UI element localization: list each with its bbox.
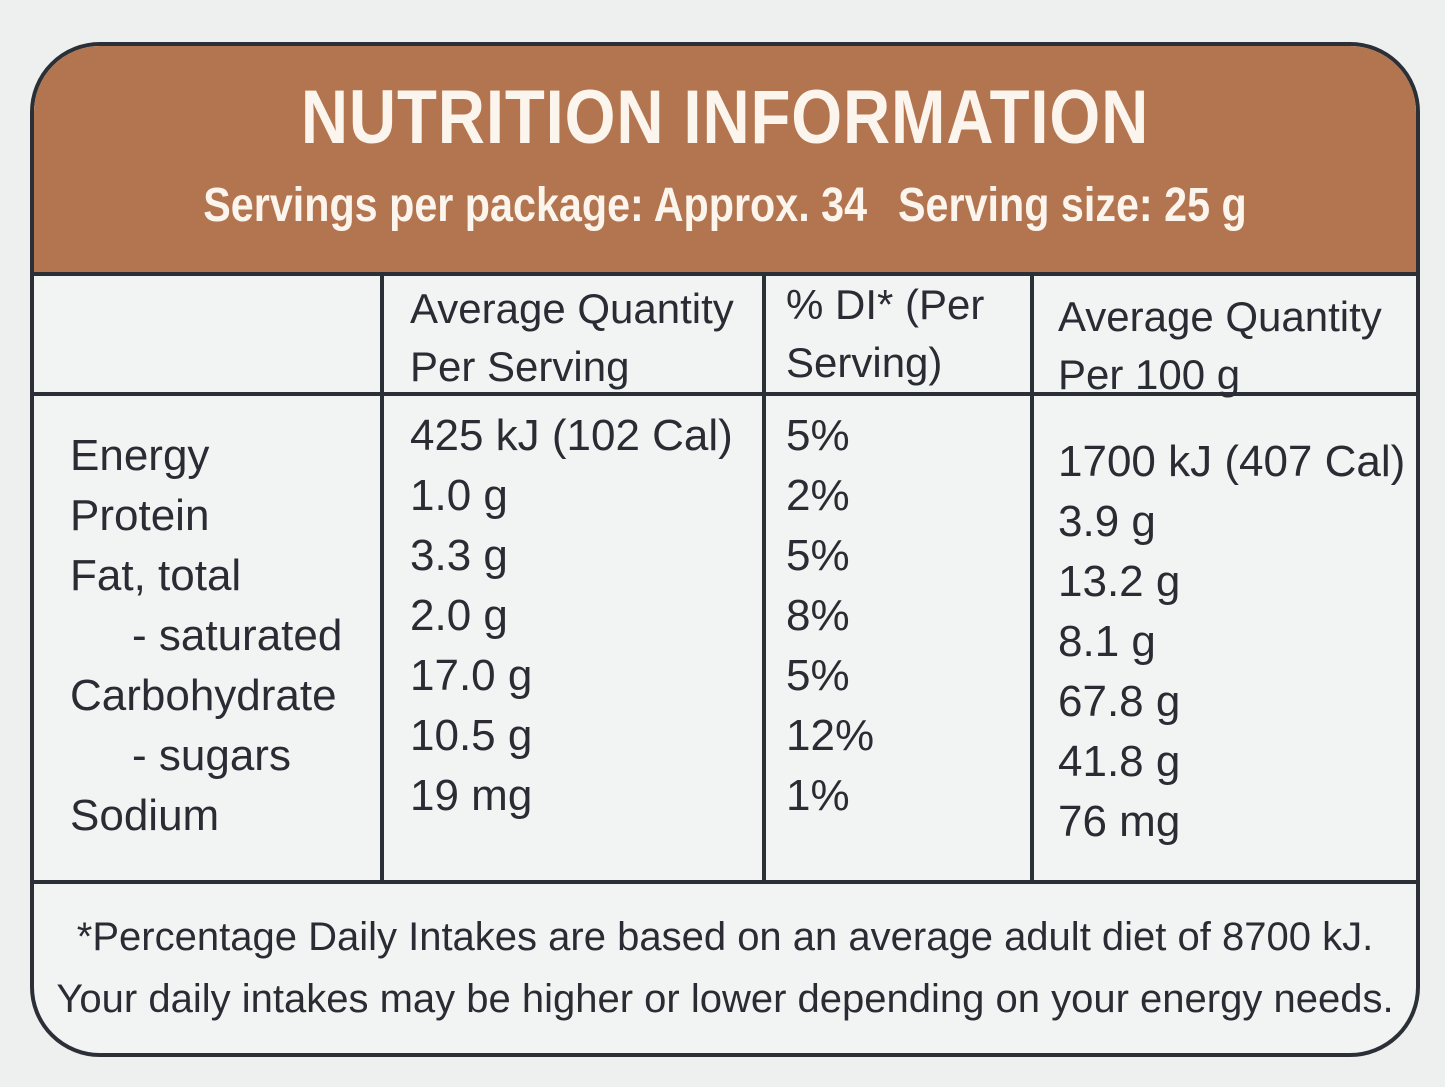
nutrient-carbohydrate: Carbohydrate: [70, 671, 337, 720]
daily-intake-value: 5%: [786, 411, 850, 460]
per-serving-value: 2.0 g: [410, 591, 508, 640]
daily-intake-value: 2%: [786, 471, 850, 520]
header-line: Average Quantity: [410, 285, 734, 332]
footnote-line: Your daily intakes may be higher or lowe…: [56, 977, 1394, 1021]
header-per-100g: Average Quantity Per 100 g: [1058, 288, 1382, 404]
per-serving-value: 3.3 g: [410, 531, 508, 580]
per-serving-value: 17.0 g: [410, 651, 533, 700]
header-line: Per 100 g: [1058, 351, 1241, 398]
footnote-line: *Percentage Daily Intakes are based on a…: [76, 915, 1374, 959]
per-serving-value: 1.0 g: [410, 471, 508, 520]
header-line: Serving): [786, 339, 943, 386]
daily-intake-value: 12%: [786, 711, 875, 760]
daily-intake-values: 5% 2% 5% 8% 5% 12% 1%: [786, 406, 874, 826]
header-divider: [34, 392, 1416, 396]
nutrient-names: Energy Protein Fat, total - saturated Ca…: [70, 426, 342, 846]
per-100g-value: 67.8 g: [1058, 677, 1181, 726]
serving-info: Servings per package: Approx. 34 Serving …: [131, 178, 1320, 233]
nutrient-sugars: - sugars: [132, 731, 291, 780]
header-daily-intake: % DI* (Per Serving): [786, 276, 984, 392]
per-serving-value: 425 kJ (102 Cal): [410, 411, 733, 460]
per-100g-value: 76 mg: [1058, 797, 1181, 846]
nutrient-energy: Energy: [70, 431, 210, 480]
per-100g-value: 41.8 g: [1058, 737, 1181, 786]
per-100g-values: 1700 kJ (407 Cal) 3.9 g 13.2 g 8.1 g 67.…: [1058, 432, 1405, 852]
nutrition-table: Average Quantity Per Serving % DI* (Per …: [34, 272, 1416, 884]
nutrient-fat-total: Fat, total: [70, 551, 242, 600]
nutrient-saturated: - saturated: [132, 611, 343, 660]
header-line: Average Quantity: [1058, 293, 1382, 340]
nutrient-protein: Protein: [70, 491, 210, 540]
daily-intake-value: 8%: [786, 591, 850, 640]
daily-intake-value: 1%: [786, 771, 850, 820]
column-divider: [1030, 276, 1034, 880]
servings-per-package: Servings per package: Approx. 34: [203, 179, 868, 232]
panel-header: NUTRITION INFORMATION Servings per packa…: [34, 46, 1416, 272]
per-serving-value: 10.5 g: [410, 711, 533, 760]
daily-intake-value: 5%: [786, 531, 850, 580]
daily-intake-value: 5%: [786, 651, 850, 700]
per-100g-value: 13.2 g: [1058, 557, 1181, 606]
footnote: *Percentage Daily Intakes are based on a…: [34, 884, 1416, 1053]
header-per-serving: Average Quantity Per Serving: [410, 280, 734, 396]
per-serving-values: 425 kJ (102 Cal) 1.0 g 3.3 g 2.0 g 17.0 …: [410, 406, 733, 826]
panel-title: NUTRITION INFORMATION: [300, 75, 1150, 160]
serving-size: Serving size: 25 g: [898, 179, 1247, 232]
header-line: Per Serving: [410, 343, 630, 390]
per-100g-value: 8.1 g: [1058, 617, 1156, 666]
nutrient-sodium: Sodium: [70, 791, 220, 840]
header-line: % DI* (Per: [786, 281, 985, 328]
per-100g-value: 3.9 g: [1058, 497, 1156, 546]
per-100g-value: 1700 kJ (407 Cal): [1058, 437, 1406, 486]
nutrition-panel: NUTRITION INFORMATION Servings per packa…: [30, 42, 1420, 1057]
column-divider: [762, 276, 766, 880]
column-divider: [380, 276, 384, 880]
per-serving-value: 19 mg: [410, 771, 533, 820]
